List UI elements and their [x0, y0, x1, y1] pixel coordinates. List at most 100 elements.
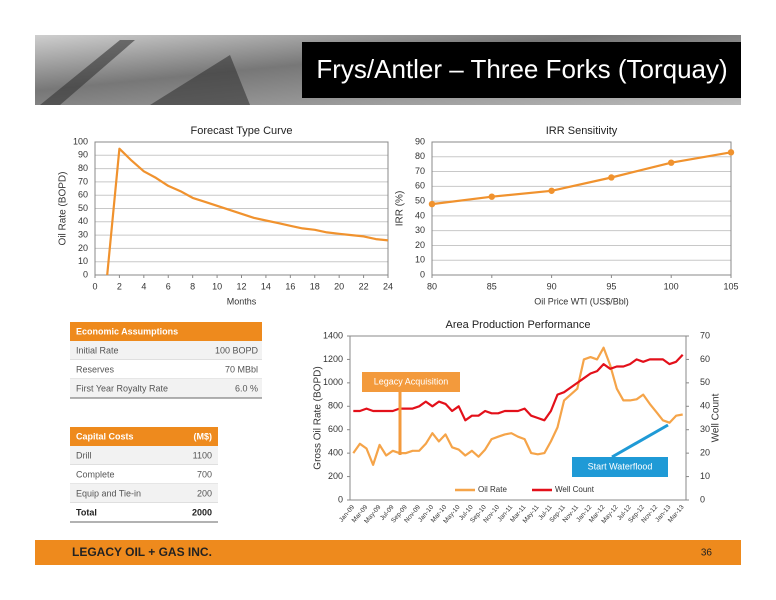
x-axis-label: Oil Price WTI (US$/Bbl): [534, 296, 629, 306]
y-tick-label: 50: [415, 195, 425, 205]
y-axis-label: IRR (%): [395, 191, 406, 227]
y2-tick-label: 70: [700, 330, 710, 340]
company: LEGACY OIL + GAS INC.: [72, 545, 212, 559]
x-tick-label: 105: [723, 281, 738, 291]
y-tick-label: 800: [328, 401, 343, 411]
y-tick-label: 1400: [323, 330, 343, 340]
y-tick-label: 80: [415, 151, 425, 161]
callout-arrow: [611, 423, 669, 459]
x-tick-label: 0: [92, 281, 97, 291]
table-header-text: (M$): [194, 431, 213, 441]
callout-box: [572, 457, 668, 477]
row-value: 1100: [193, 450, 212, 460]
series-line: [431, 151, 732, 206]
legend-label: Oil Rate: [478, 485, 507, 494]
y-axis-label: Oil Rate (BOPD): [58, 172, 69, 246]
title-box: [302, 42, 741, 98]
y2-tick-label: 10: [700, 471, 710, 481]
y-tick-label: 90: [415, 136, 425, 146]
x-tick-label: 85: [487, 281, 497, 291]
row-value: 700: [197, 469, 212, 479]
plot-frame: [349, 335, 687, 501]
y-tick-label: 10: [78, 256, 88, 266]
x-tick-label: 18: [310, 281, 320, 291]
table-row: [70, 484, 218, 503]
x-tick-label: 24: [383, 281, 393, 291]
table-row: [70, 465, 218, 484]
y-tick-label: 20: [415, 240, 425, 250]
x-tick-label: 16: [285, 281, 295, 291]
y-tick-label: 80: [78, 163, 88, 173]
y-tick-label: 70: [415, 166, 425, 176]
point: [548, 187, 555, 194]
x-tick-label: 10: [212, 281, 222, 291]
chart-title: Forecast Type Curve: [191, 125, 293, 137]
table-header-text: Economic Assumptions: [76, 326, 178, 336]
page-number: 36: [701, 548, 713, 559]
table-row: [70, 503, 218, 522]
y-tick-label: 10: [415, 255, 425, 265]
x-tick-label: 4: [141, 281, 146, 291]
x-tick-label: 95: [606, 281, 616, 291]
table-row: [70, 341, 262, 360]
x-tick-label: 100: [664, 281, 679, 291]
x-tick-label: 90: [547, 281, 557, 291]
chart-title: Area Production Performance: [446, 319, 591, 331]
plot-frame: [94, 141, 389, 276]
y-tick-label: 1200: [323, 354, 343, 364]
series-line: [106, 147, 389, 276]
row-value: 200: [197, 488, 212, 498]
x-tick-label: 12: [236, 281, 246, 291]
plot-frame: [431, 141, 732, 276]
row-value: 100 BOPD: [215, 345, 259, 355]
row-label: Total: [76, 507, 97, 517]
x-tick-label: 8: [190, 281, 195, 291]
row-label: First Year Royalty Rate: [76, 383, 168, 393]
footer-bar: [35, 540, 741, 565]
table-header-text: Capital Costs: [76, 431, 134, 441]
y-tick-label: 40: [415, 210, 425, 220]
y-tick-label: 60: [78, 190, 88, 200]
row-label: Initial Rate: [76, 345, 119, 355]
slide-title: Frys/Antler – Three Forks (Torquay): [316, 54, 727, 84]
y-tick-label: 20: [78, 243, 88, 253]
row-value: 70 MBbl: [225, 364, 258, 374]
y2-tick-label: 20: [700, 448, 710, 458]
x-tick-label: 6: [166, 281, 171, 291]
table-row: [70, 379, 262, 398]
y-tick-label: 0: [338, 494, 343, 504]
y2-axis-label: Well Count: [711, 393, 722, 442]
point: [727, 149, 735, 156]
chart: Area Production Performance0200400600800…: [313, 319, 722, 525]
y-tick-label: 1000: [323, 377, 343, 387]
y-tick-label: 30: [415, 225, 425, 235]
y2-tick-label: 60: [700, 354, 710, 364]
table-row: [70, 360, 262, 379]
y-axis-label: Gross Oil Rate (BOPD): [313, 366, 324, 469]
y-tick-label: 30: [78, 229, 88, 239]
y2-tick-label: 50: [700, 377, 710, 387]
y-tick-label: 200: [328, 471, 343, 481]
x-tick-label: 2: [117, 281, 122, 291]
row-label: Equip and Tie-in: [76, 488, 141, 498]
y-tick-label: 100: [73, 136, 88, 146]
point: [428, 200, 436, 208]
row-label: Drill: [76, 450, 92, 460]
row-label: Complete: [76, 469, 115, 479]
y2-tick-label: 40: [700, 401, 710, 411]
x-axis-label: Months: [227, 296, 257, 306]
x-tick-label: 14: [261, 281, 271, 291]
table-header: [70, 427, 218, 446]
callout-text: Start Waterflood: [588, 461, 653, 471]
legend-label: Well Count: [555, 485, 595, 494]
y2-tick-label: 30: [700, 424, 710, 434]
y-tick-label: 90: [78, 150, 88, 160]
chart: IRR Sensitivity 0 10 20 30 40 50 60 70 80 90 80 85 90…: [395, 125, 739, 306]
chart-title: IRR Sensitivity: [546, 125, 618, 137]
row-label: Reserves: [76, 364, 115, 374]
series-line: [352, 346, 683, 466]
callout-box: [362, 372, 460, 392]
y-tick-label: 0: [420, 269, 425, 279]
y-tick-label: 50: [78, 203, 88, 213]
